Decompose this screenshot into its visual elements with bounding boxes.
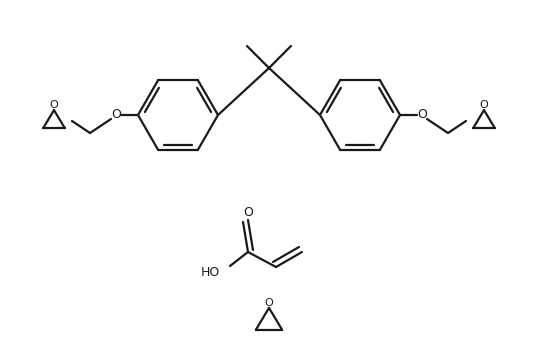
Text: O: O — [243, 205, 253, 219]
Text: O: O — [479, 100, 489, 110]
Text: O: O — [265, 298, 273, 308]
Text: O: O — [49, 100, 59, 110]
Text: O: O — [417, 109, 427, 121]
Text: O: O — [111, 109, 121, 121]
Text: HO: HO — [201, 266, 220, 278]
